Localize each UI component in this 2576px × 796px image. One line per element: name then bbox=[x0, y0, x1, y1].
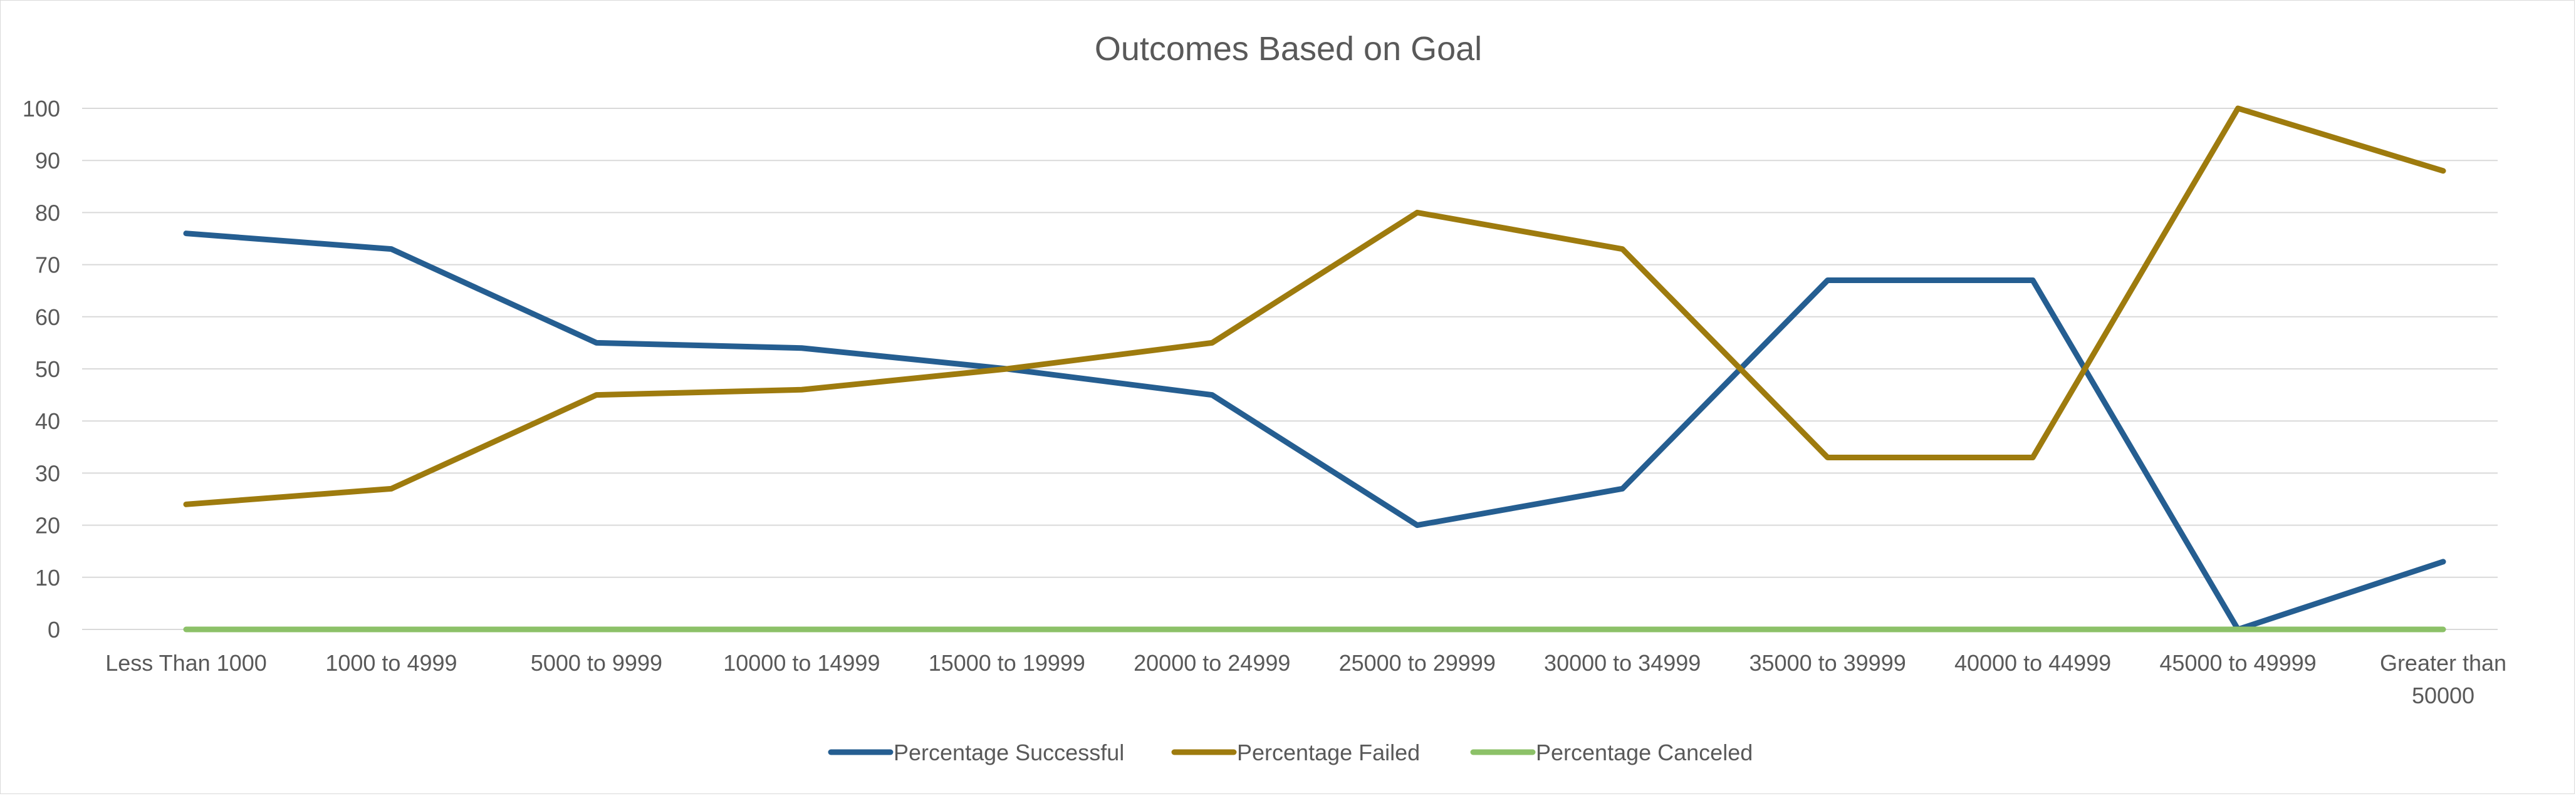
y-tick-label: 30 bbox=[35, 460, 60, 486]
series-lines bbox=[183, 105, 2446, 633]
series-line-2 bbox=[183, 105, 2446, 507]
x-tick-label: 5000 to 9999 bbox=[531, 650, 662, 676]
y-tick-label: 60 bbox=[35, 304, 60, 330]
x-tick-label: 25000 to 29999 bbox=[1339, 650, 1496, 676]
x-tick-label: 35000 to 39999 bbox=[1749, 650, 1906, 676]
y-tick-label: 50 bbox=[35, 356, 60, 382]
x-tick-label: Greater than 50000 bbox=[2380, 650, 2506, 708]
gridlines bbox=[82, 108, 2498, 630]
y-tick-label: 20 bbox=[35, 513, 60, 539]
x-tick-label: 45000 to 49999 bbox=[2159, 650, 2316, 676]
legend: Percentage Successful Percentage Failed Pe… bbox=[828, 740, 1753, 765]
legend-label: Percentage Canceled bbox=[1536, 740, 1753, 765]
x-axis-ticks: Less Than 1000 1000 to 4999 5000 to 9999 10… bbox=[105, 650, 2506, 708]
x-tick-label: 20000 to 24999 bbox=[1134, 650, 1290, 676]
y-tick-label: 90 bbox=[35, 148, 60, 173]
x-tick-label: Less Than 1000 bbox=[105, 650, 267, 676]
x-tick-label: 15000 to 19999 bbox=[929, 650, 1085, 676]
legend-label: Percentage Failed bbox=[1237, 740, 1420, 765]
x-tick-label: 10000 to 14999 bbox=[723, 650, 880, 676]
x-tick-label: 40000 to 44999 bbox=[1954, 650, 2111, 676]
legend-label: Percentage Successful bbox=[894, 740, 1124, 765]
y-tick-label: 40 bbox=[35, 408, 60, 434]
y-tick-label: 80 bbox=[35, 200, 60, 225]
chart-title: Outcomes Based on Goal bbox=[1095, 30, 1482, 68]
x-tick-label: 1000 to 4999 bbox=[325, 650, 457, 676]
y-axis-ticks: 0 10 20 30 40 50 60 70 80 90 100 bbox=[23, 96, 60, 643]
series-line-1 bbox=[183, 230, 2446, 633]
y-tick-label: 10 bbox=[35, 565, 60, 591]
x-tick-label: 30000 to 34999 bbox=[1544, 650, 1701, 676]
y-tick-label: 0 bbox=[48, 617, 60, 643]
y-tick-label: 70 bbox=[35, 252, 60, 278]
y-tick-label: 100 bbox=[23, 96, 60, 121]
